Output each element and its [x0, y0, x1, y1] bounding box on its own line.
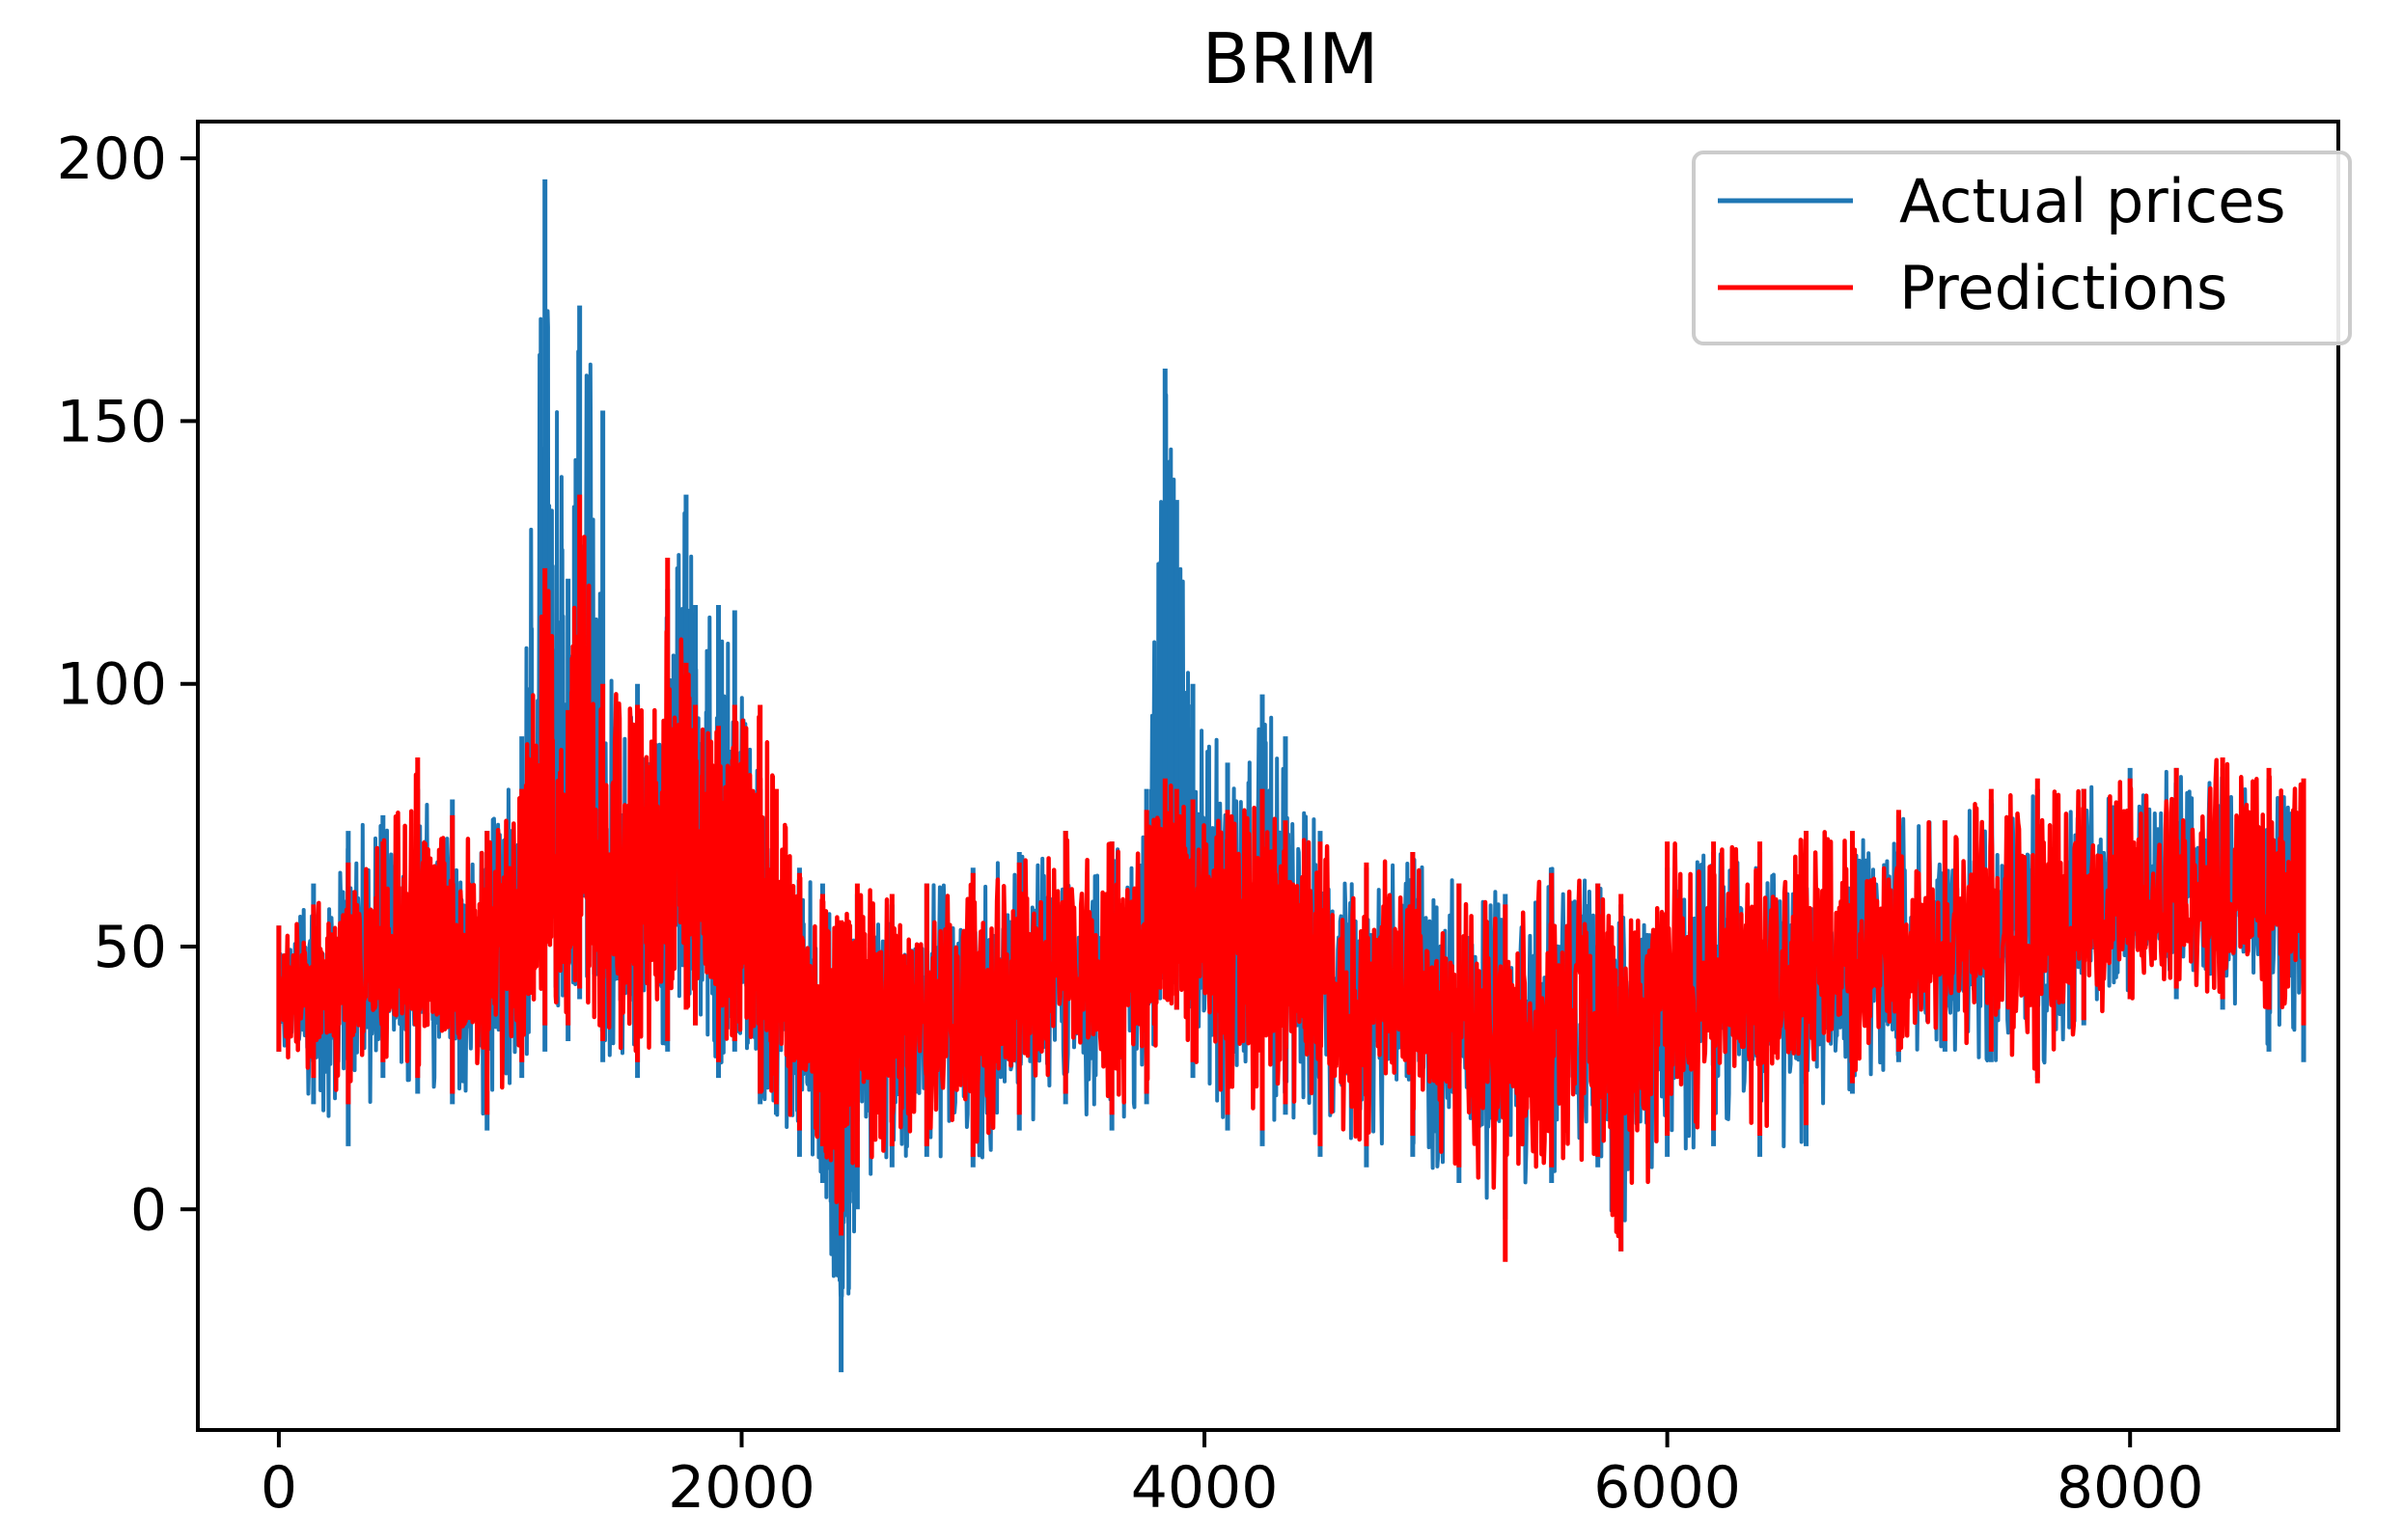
legend-box [1692, 151, 2352, 345]
plot-series-group [276, 179, 2306, 1373]
y-tick-label: 200 [56, 125, 167, 193]
y-tick-label: 50 [94, 914, 167, 981]
x-axis-ticks: 0 2000 4000 6000 8000 [261, 1430, 2204, 1522]
x-tick-label: 0 [261, 1454, 297, 1522]
legend-label-predictions: Predictions [1899, 253, 2227, 323]
x-tick-label: 6000 [1593, 1454, 1741, 1522]
legend: Actual prices Predictions [1692, 151, 2352, 345]
y-tick-label: 150 [56, 388, 167, 455]
plot-frame [196, 120, 2340, 1432]
x-tick-label: 2000 [668, 1454, 815, 1522]
chart-title: BRIM [1202, 18, 1379, 99]
series-line-predictions [276, 535, 2306, 1239]
y-tick-label: 100 [56, 651, 167, 719]
legend-label-actual-prices: Actual prices [1899, 166, 2286, 236]
x-tick-label: 4000 [1131, 1454, 1279, 1522]
x-tick-label: 8000 [2057, 1454, 2204, 1522]
y-tick-label: 0 [130, 1176, 167, 1244]
y-axis-ticks: 0 50 100 150 200 [56, 125, 198, 1244]
